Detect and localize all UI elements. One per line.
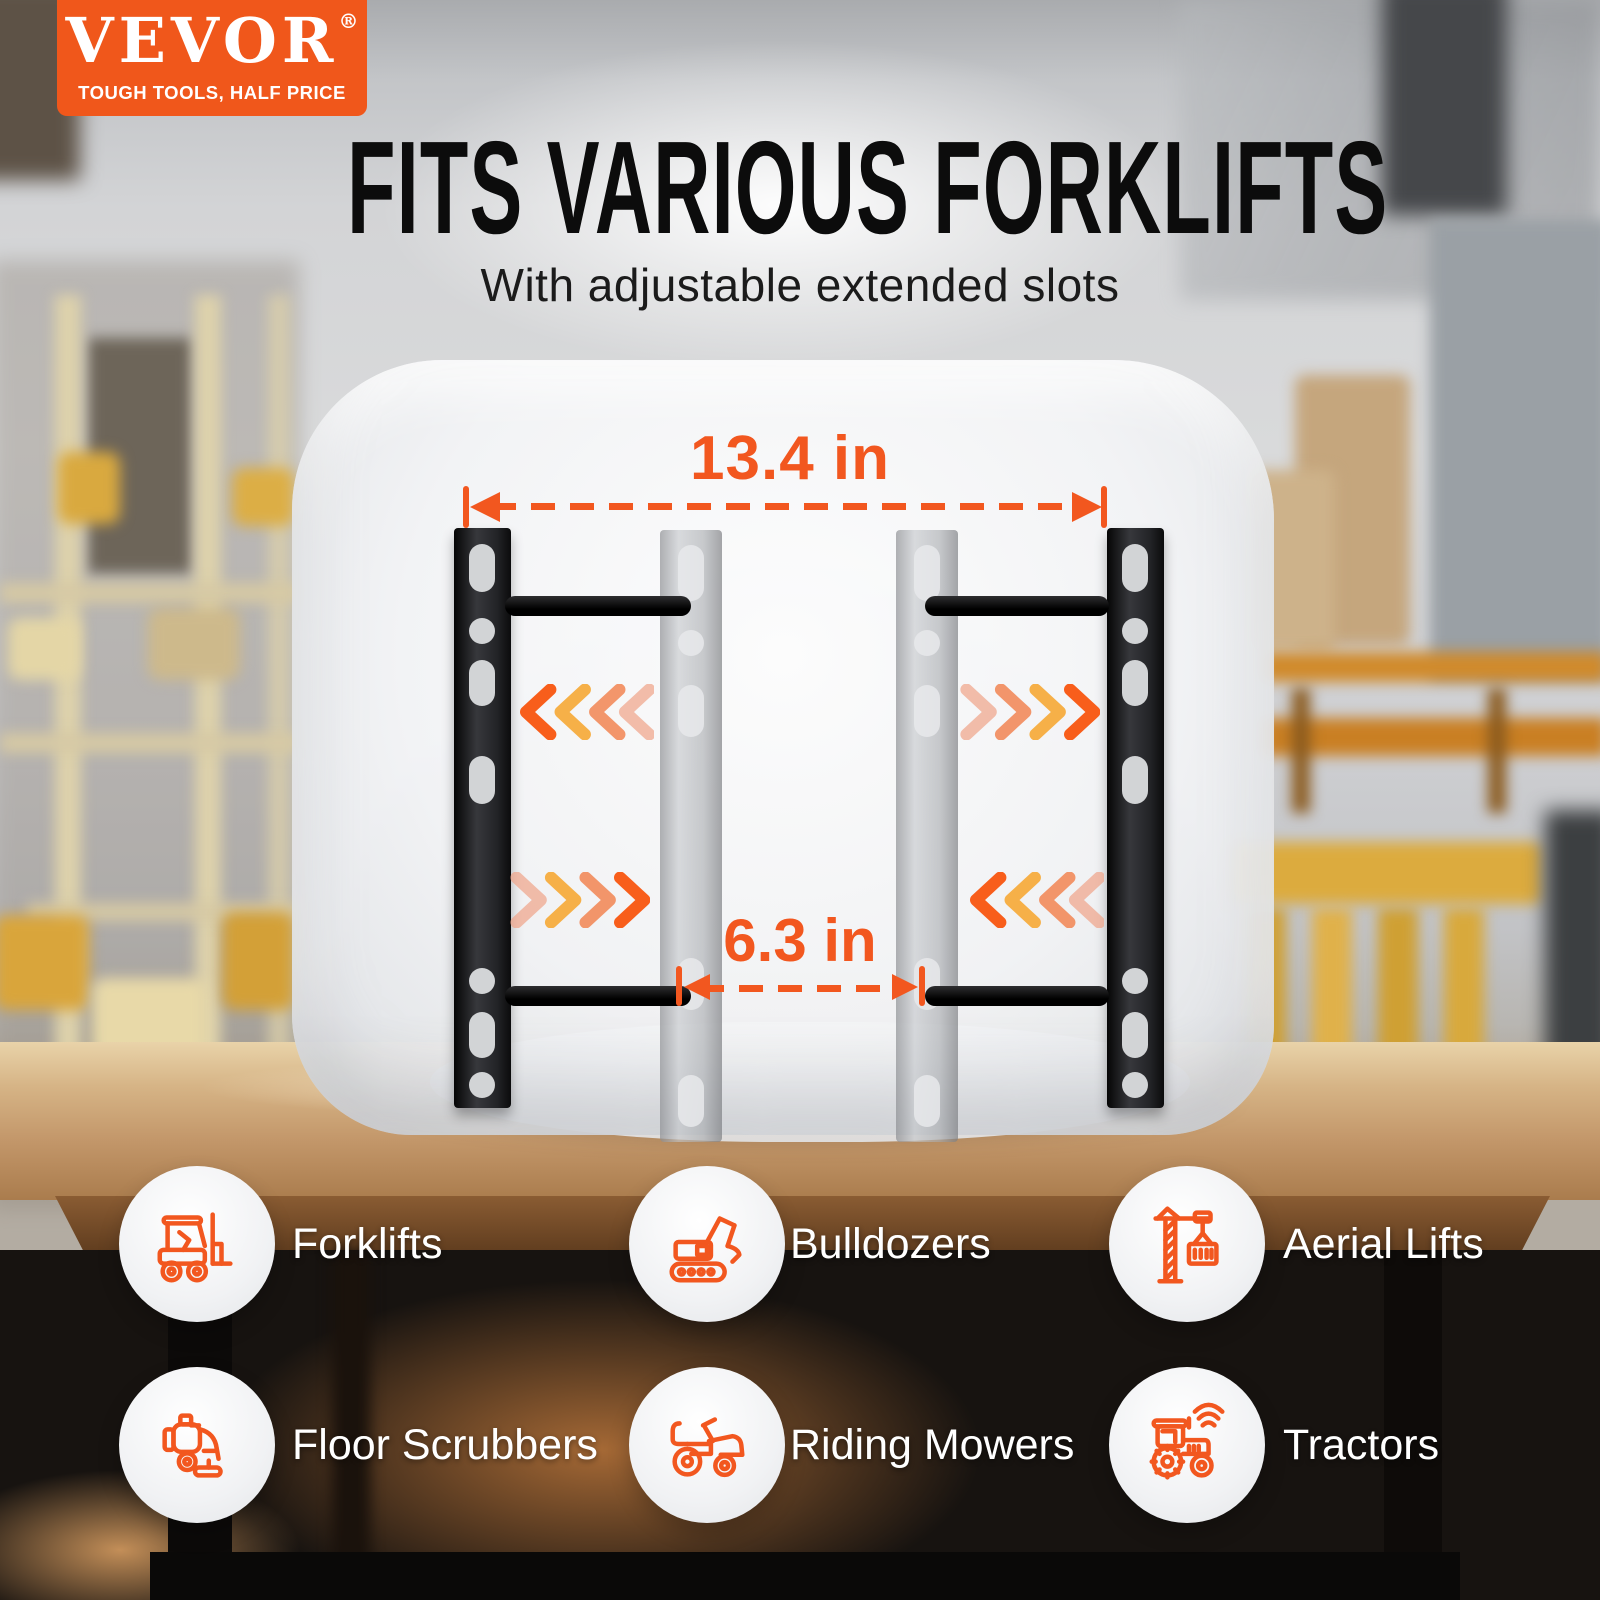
brand-name: VEVOR® [65, 4, 359, 77]
registered-mark: ® [338, 9, 359, 33]
adjustment-rod [925, 596, 1109, 616]
mounting-rail-left [454, 528, 511, 1108]
excavator-icon [669, 1216, 742, 1283]
adjustment-rod [505, 986, 691, 1006]
dashed-dimension-line [700, 985, 896, 992]
shelf-item [8, 618, 80, 680]
outer-width-label: 13.4 in [690, 424, 890, 493]
slide-arrows-right-icon [960, 684, 1100, 740]
dimension-tick [1101, 486, 1107, 528]
vevor-logo: VEVOR® TOUGH TOOLS, HALF PRICE [57, 0, 367, 116]
arrowhead-right-icon [892, 974, 918, 1000]
background-yellow-bench [1232, 842, 1542, 904]
feature-label: Floor Scrubbers [292, 1421, 598, 1469]
forklift-icon [157, 1212, 233, 1283]
brand-tagline: TOUGH TOOLS, HALF PRICE [78, 82, 346, 103]
feature-badge-aerial-lifts [1109, 1166, 1265, 1322]
light-glow [380, 40, 1180, 370]
slide-arrows-right-icon [510, 872, 650, 928]
table-leg [332, 1250, 370, 1600]
feature-badge-tractors [1109, 1367, 1265, 1523]
shelf-board [0, 583, 300, 603]
riding-mower-icon [670, 1417, 745, 1478]
tractor-icon [1149, 1402, 1225, 1480]
shelf-item [148, 608, 240, 680]
table-beam [150, 1552, 1460, 1600]
background-machine [1430, 220, 1600, 680]
feature-badge-forklifts [119, 1166, 275, 1322]
background-pillar [1382, 0, 1507, 215]
shelf-board [0, 733, 300, 753]
feature-label: Riding Mowers [790, 1421, 1075, 1469]
floor-scrubber-icon [162, 1413, 223, 1478]
adjustment-rod [505, 596, 691, 616]
feature-label: Bulldozers [790, 1220, 991, 1268]
dashed-dimension-line [492, 503, 1082, 510]
background-bench-leg [1292, 688, 1310, 813]
table-edge [55, 1196, 1550, 1254]
feature-badge-floor-scrubbers [119, 1367, 275, 1523]
slide-arrows-left-icon [970, 872, 1104, 928]
mounting-rail-right [1107, 528, 1164, 1108]
slide-rail-ghost-left [660, 530, 722, 1142]
inner-width-label: 6.3 in [723, 907, 877, 974]
feature-label: Tractors [1283, 1421, 1440, 1469]
adjustment-rod [925, 986, 1109, 1006]
dimension-tick [463, 486, 469, 528]
table-leg [1384, 1250, 1442, 1600]
background-bench-rail [1262, 652, 1600, 682]
shelf-item [232, 468, 294, 526]
feature-badge-bulldozers [629, 1166, 785, 1322]
page-title: FITS VARIOUS FORKLIFTS [347, 114, 1389, 261]
page-subtitle: With adjustable extended slots [480, 259, 1120, 311]
feature-label: Aerial Lifts [1283, 1220, 1484, 1268]
arrowhead-right-icon [1072, 492, 1102, 522]
background-bench-rail [1262, 718, 1600, 756]
background-bench-leg [1488, 688, 1506, 813]
feature-badge-riding-mowers [629, 1367, 785, 1523]
shelf-item [222, 912, 294, 1010]
slide-arrows-left-icon [520, 684, 654, 740]
shelf-item [0, 915, 89, 1010]
feature-label: Forklifts [292, 1220, 443, 1268]
shelf-item [58, 452, 120, 524]
dimension-tick [919, 966, 925, 1006]
dimension-tick [676, 966, 682, 1006]
slide-rail-ghost-right [896, 530, 958, 1142]
tower-crane-icon [1153, 1206, 1219, 1284]
